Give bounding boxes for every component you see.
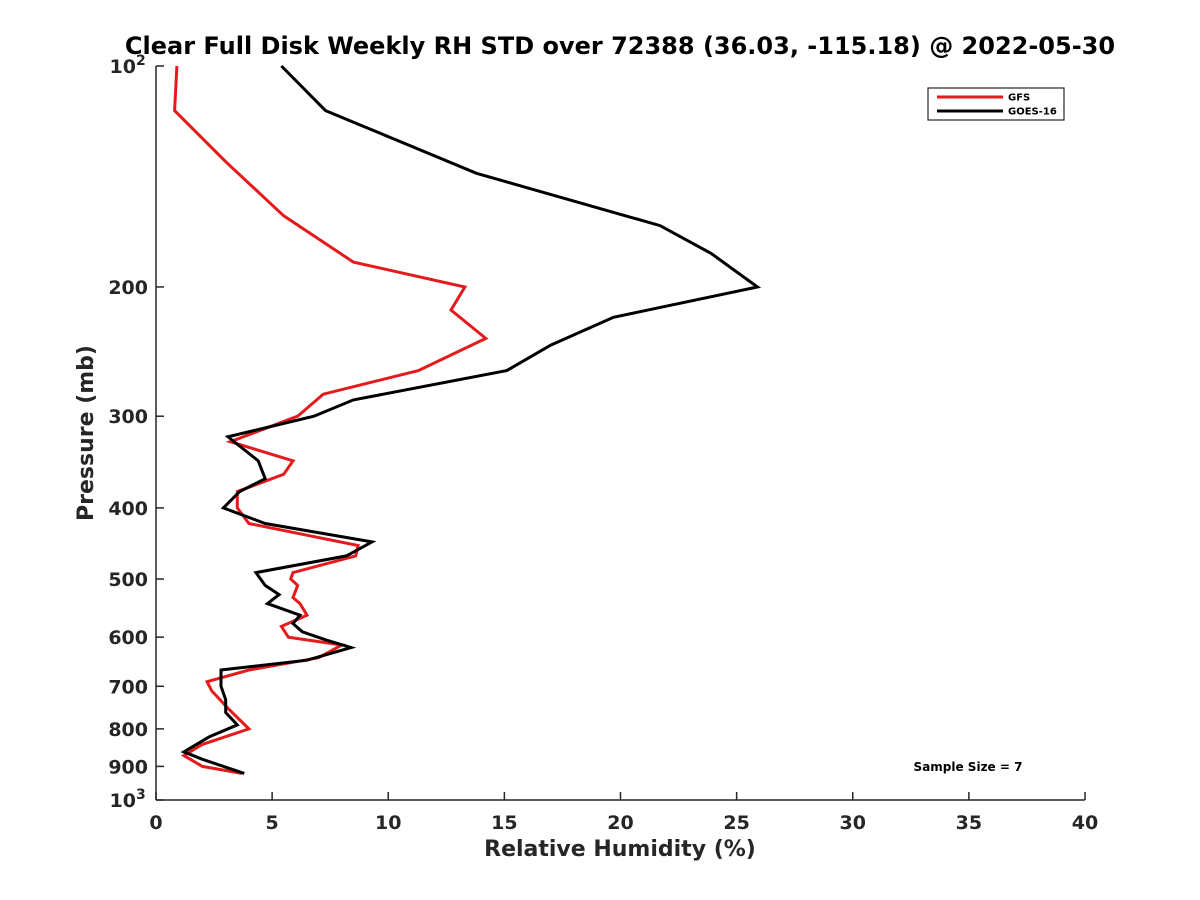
y-tick-label: 300 (108, 406, 148, 428)
x-tick-label: 10 (375, 812, 401, 834)
x-tick-label: 15 (491, 812, 517, 834)
x-axis-label: Relative Humidity (%) (484, 837, 756, 862)
x-tick-label: 25 (723, 812, 749, 834)
plot-area (156, 66, 1085, 800)
x-tick-label: 5 (266, 812, 279, 834)
y-tick-label: 500 (108, 569, 148, 591)
y-tick-label: 800 (108, 719, 148, 741)
x-tick-label: 40 (1072, 812, 1098, 834)
y-tick-label: 600 (108, 627, 148, 649)
y-axis-label: Pressure (mb) (74, 345, 99, 521)
x-tick-label: 0 (149, 812, 162, 834)
y-tick-label: 10 (110, 790, 136, 812)
y-tick-label: 900 (108, 756, 148, 778)
x-tick-label: 35 (956, 812, 982, 834)
legend-box (927, 87, 1065, 121)
sample-size-annotation: Sample Size = 7 (914, 760, 1023, 774)
legend-label: GOES-16 (1008, 107, 1057, 118)
x-ticks: 0 5 10 15 20 25 30 35 40 (149, 792, 1098, 834)
y-tick-exponent: 2 (136, 53, 146, 69)
x-tick-label: 30 (840, 812, 866, 834)
axes-background (156, 66, 1085, 800)
series-layer (173, 64, 762, 775)
y-tick-label: 400 (108, 498, 148, 520)
y-tick-exponent: 3 (136, 787, 146, 803)
legend-label: GFS (1008, 93, 1030, 104)
y-tick-label: 200 (108, 277, 148, 299)
series-line-gfs (173, 65, 489, 775)
y-tick-label: 10 (110, 56, 136, 78)
y-tick-label: 700 (108, 676, 148, 698)
series-line-goes-16 (180, 64, 762, 775)
chart-title: Clear Full Disk Weekly RH STD over 72388… (125, 32, 1115, 60)
x-tick-label: 20 (607, 812, 633, 834)
legend: GFS GOES-16 (927, 87, 1065, 121)
